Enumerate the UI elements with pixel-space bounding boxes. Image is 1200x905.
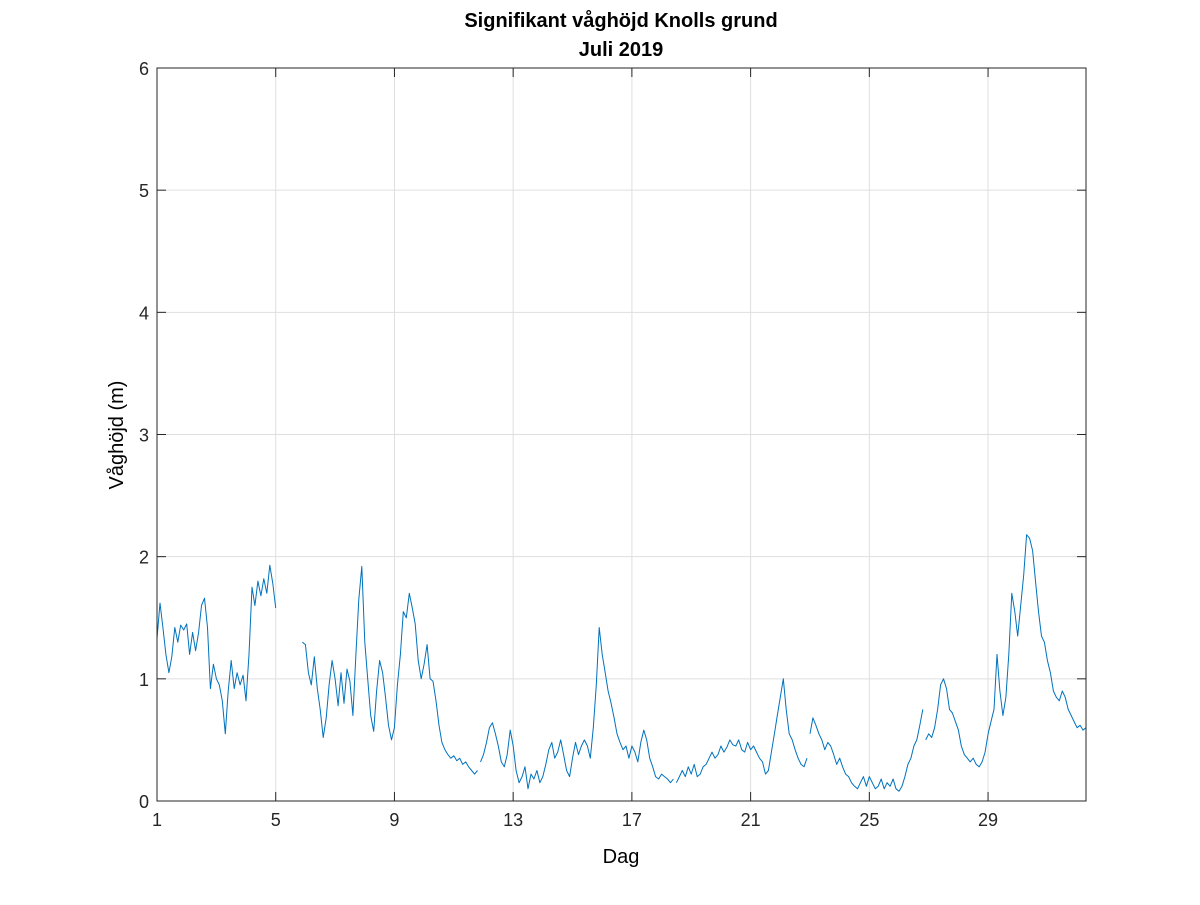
y-tick-label: 0 — [139, 792, 149, 812]
chart-subtitle: Juli 2019 — [579, 39, 664, 61]
x-tick-label: 13 — [503, 810, 523, 830]
y-tick-label: 5 — [139, 181, 149, 201]
wave-height-line-segment — [156, 564, 277, 735]
wave-height-line-segment — [302, 565, 478, 775]
grid-lines — [156, 67, 1086, 802]
x-tick-label: 5 — [271, 810, 281, 830]
wave-height-line-segment — [925, 534, 1087, 768]
x-tick-label: 25 — [859, 810, 879, 830]
y-tick-label: 4 — [139, 303, 149, 323]
x-tick-label: 29 — [978, 810, 998, 830]
x-axis-label: Dag — [603, 846, 640, 868]
x-tick-label: 9 — [389, 810, 399, 830]
series-layer — [156, 534, 1087, 792]
y-tick-label: 3 — [139, 426, 149, 446]
x-tick-labels: 1 5 9 13 17 21 25 29 — [152, 810, 998, 830]
x-tick-label: 1 — [152, 810, 162, 830]
tick-marks — [156, 67, 1086, 802]
y-axis-label: Våghöjd (m) — [106, 381, 128, 490]
y-tick-labels: 0 1 2 3 4 5 6 — [139, 59, 149, 812]
y-tick-label: 6 — [139, 59, 149, 79]
wave-height-line-segment — [675, 678, 808, 783]
x-tick-label: 17 — [622, 810, 642, 830]
x-tick-label: 21 — [741, 810, 761, 830]
y-tick-label: 2 — [139, 548, 149, 568]
chart-title: Signifikant våghöjd Knolls grund — [464, 9, 777, 32]
wave-height-line-segment — [809, 709, 924, 792]
y-tick-label: 1 — [139, 670, 149, 690]
wave-height-line-segment — [480, 627, 674, 790]
